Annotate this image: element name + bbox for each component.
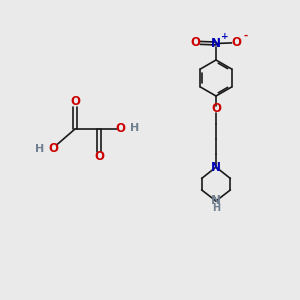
Text: O: O bbox=[70, 95, 80, 108]
Text: O: O bbox=[190, 36, 201, 50]
Text: O: O bbox=[48, 142, 59, 155]
Text: O: O bbox=[116, 122, 126, 135]
Text: H: H bbox=[130, 123, 139, 134]
Text: O: O bbox=[211, 102, 221, 115]
Text: N: N bbox=[211, 37, 221, 50]
Text: O: O bbox=[231, 36, 242, 50]
Text: N: N bbox=[211, 194, 221, 208]
Text: O: O bbox=[94, 150, 104, 163]
Text: +: + bbox=[220, 32, 228, 41]
Text: N: N bbox=[211, 160, 221, 174]
Text: H: H bbox=[212, 203, 220, 213]
Text: -: - bbox=[243, 31, 247, 41]
Text: H: H bbox=[35, 143, 44, 154]
